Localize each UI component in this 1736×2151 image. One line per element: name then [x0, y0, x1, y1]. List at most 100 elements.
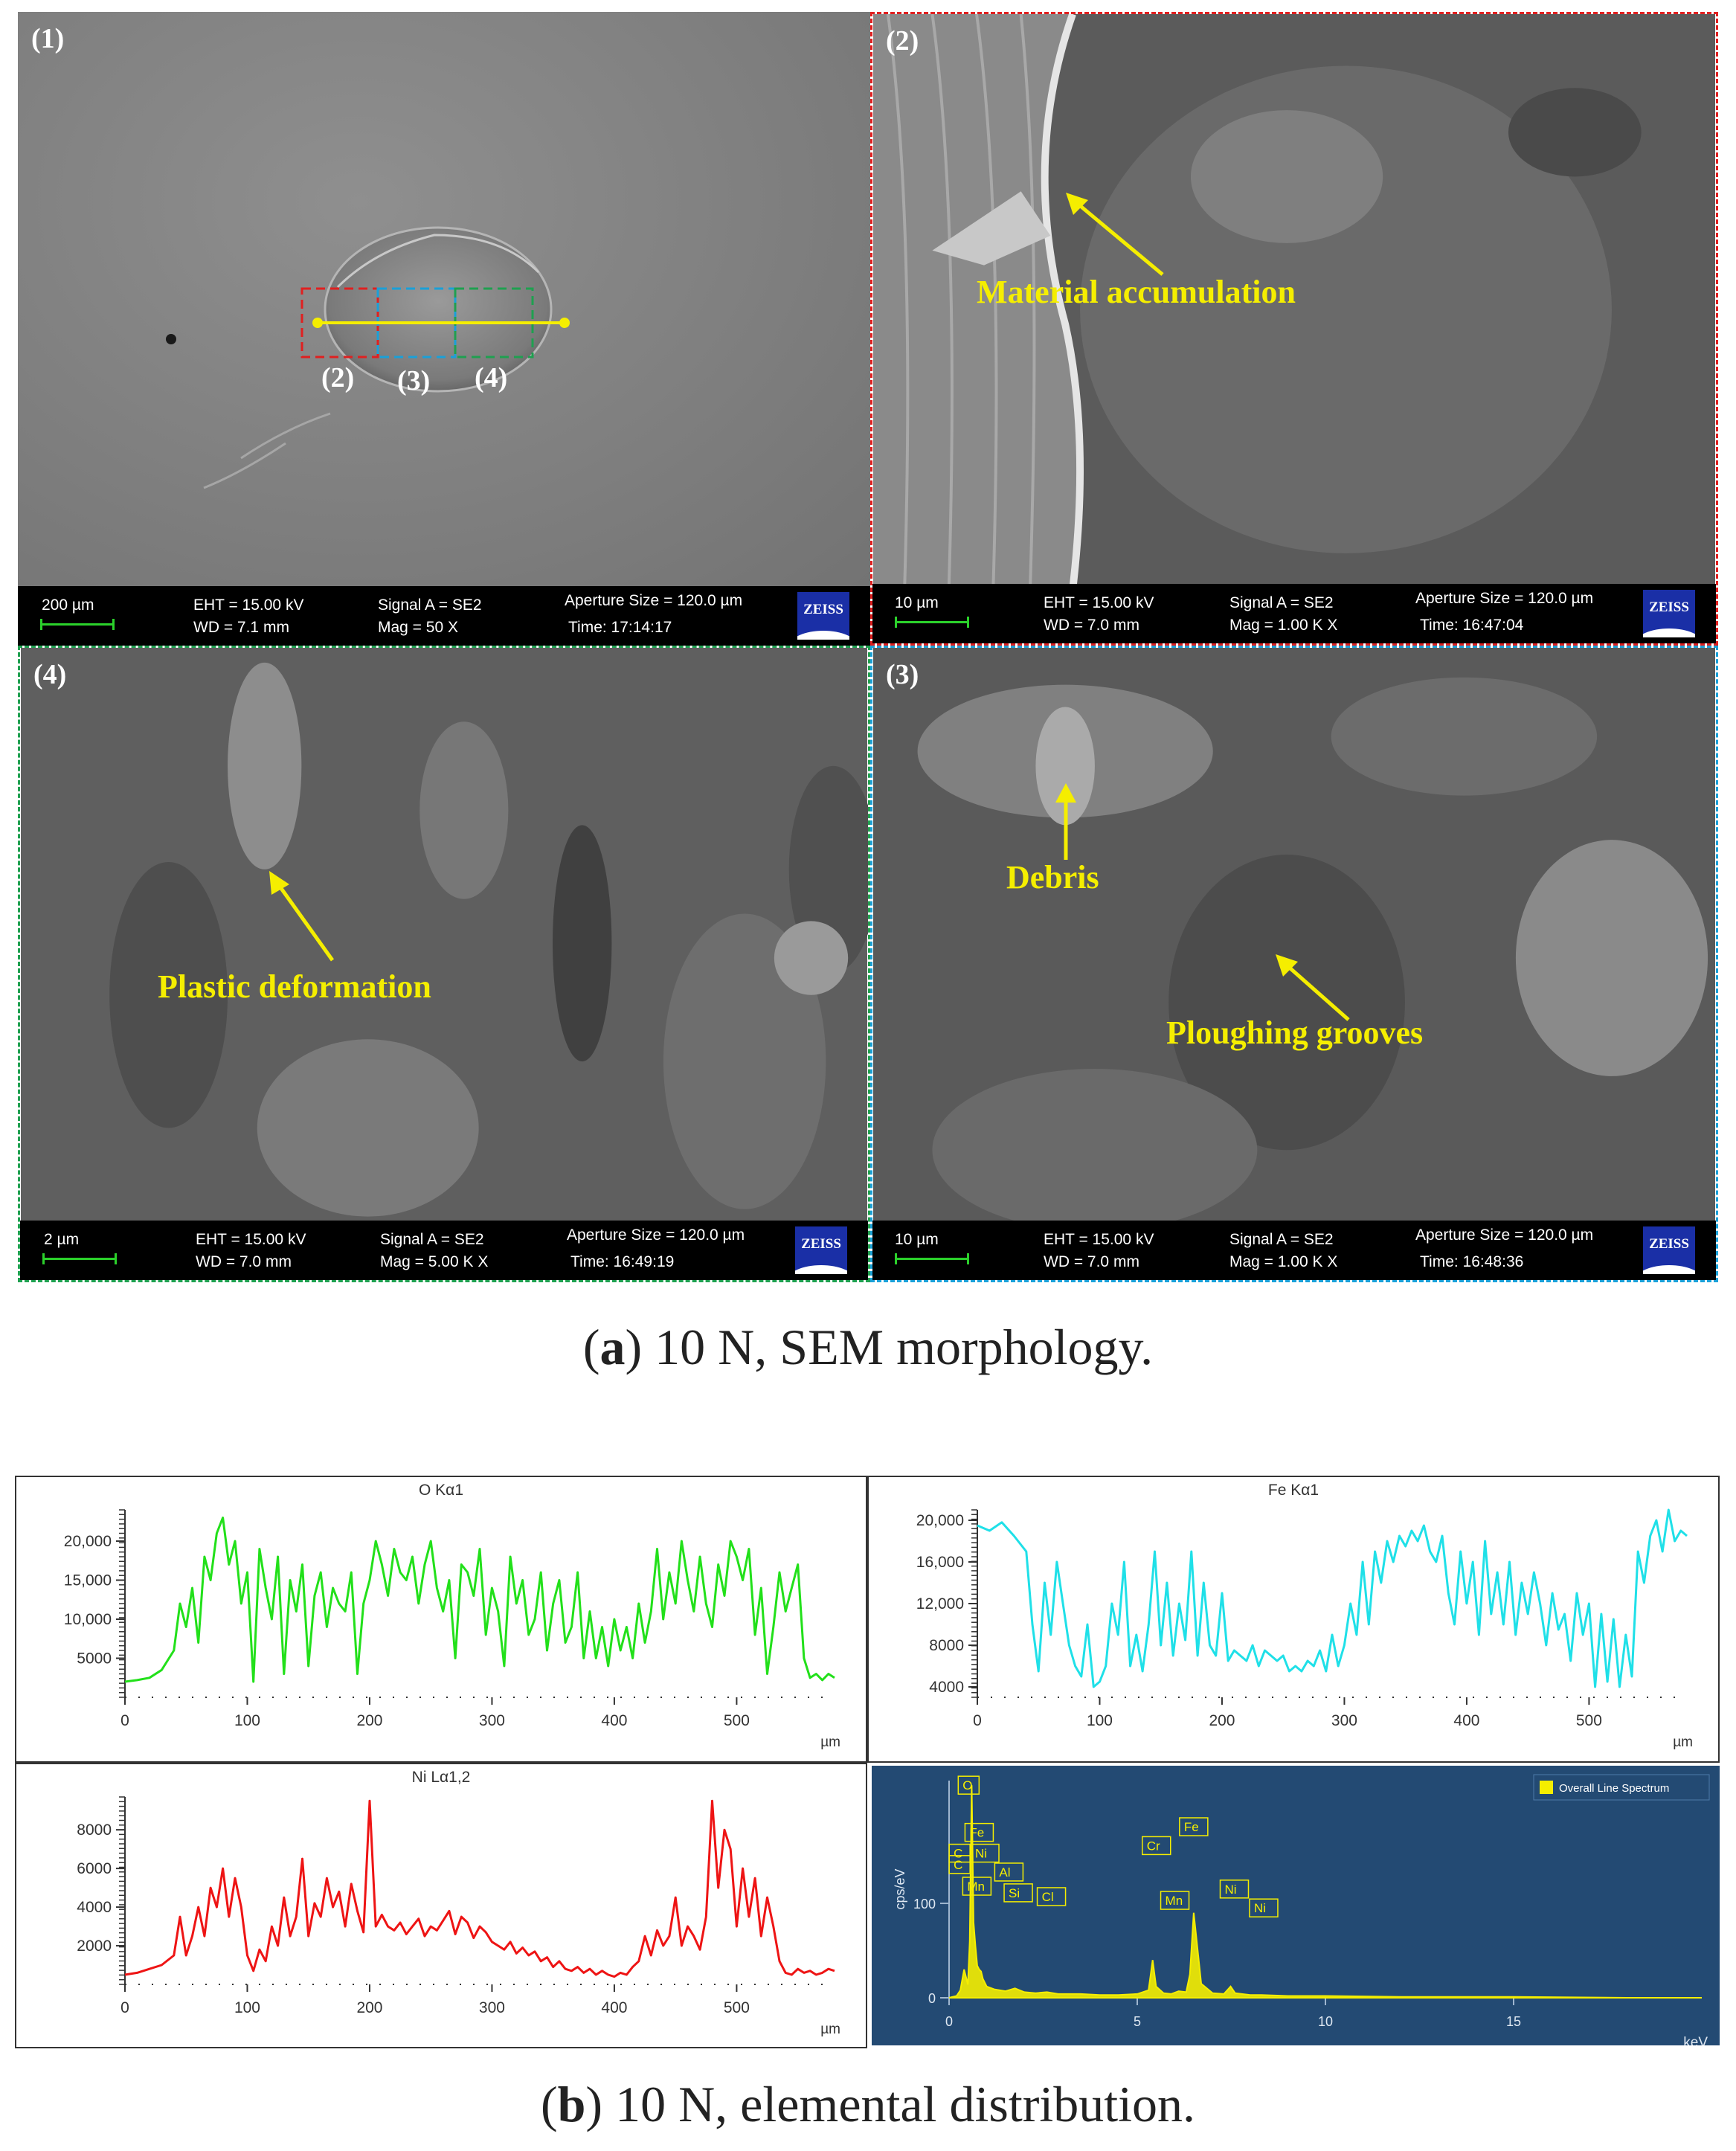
y-tick-label: 16,000 — [916, 1554, 964, 1571]
chart-title: O Kα1 — [419, 1482, 463, 1499]
peak-label: Ni — [975, 1847, 987, 1861]
series-line — [124, 1799, 835, 1978]
aperture-text: Aperture Size = 120.0 µm — [1415, 1226, 1594, 1244]
y-tick-label: 100 — [913, 1897, 936, 1912]
peak-label-box — [1179, 1817, 1209, 1836]
x-tick-label: 200 — [356, 1999, 382, 2016]
chart-plot: 5000 10,000 15,000 20,000 0 100 200 300 400 500 µm — [64, 1509, 840, 1750]
peak-label-box — [994, 1862, 1024, 1882]
panel-label-2: (2) — [886, 25, 919, 57]
sem-panel-1: (1) (2) (3) (4) 200 µm EHT = 15.00 kV WD… — [18, 12, 870, 646]
scale-bar-label: 200 µm — [42, 597, 94, 614]
y-axis-label: cps/eV — [893, 1868, 907, 1909]
zeiss-logo: ZEISS — [1643, 590, 1695, 637]
chart-ni-la12: Ni Lα1,2 2000 4000 6000 8000 0 100 200 300 400 50… — [15, 1763, 867, 2048]
peak-label: Si — [1009, 1886, 1020, 1900]
x-tick-label: 500 — [1576, 1712, 1602, 1729]
peak-label-box — [1036, 1887, 1067, 1906]
x-tick-label: 400 — [601, 1999, 627, 2016]
time-text: Time: 17:14:17 — [568, 619, 672, 636]
annotation-material-accumulation: Material accumulation — [977, 274, 1296, 310]
annotation-debris: Debris — [1006, 859, 1099, 896]
peak-label-box — [1160, 1891, 1190, 1910]
x-tick-label: 100 — [1087, 1712, 1113, 1729]
y-tick-label: 8000 — [929, 1637, 964, 1654]
panel-label-4: (4) — [33, 659, 67, 690]
signal-text: Signal A = SE2 — [380, 1231, 484, 1248]
peak-label-box — [970, 1843, 1000, 1863]
y-tick-label: 10,000 — [64, 1611, 112, 1628]
region-label-4: (4) — [475, 362, 508, 393]
y-tick-label: 6000 — [77, 1860, 112, 1877]
scale-bar-label: 10 µm — [895, 594, 939, 611]
peak-label-box — [1219, 1880, 1250, 1899]
chart-title: Fe Kα1 — [1267, 1482, 1319, 1499]
chart-plot: 4000 8000 12,000 16,000 20,000 0 100 200 300 400 5… — [916, 1508, 1693, 1750]
scale-bar — [40, 619, 115, 630]
y-tick-label: 4000 — [929, 1679, 964, 1696]
sem-image-3 — [872, 648, 1716, 1280]
peak-label: Fe — [1184, 1820, 1199, 1834]
chart-title: Ni Lα1,2 — [411, 1769, 471, 1786]
y-tick-label: 12,000 — [916, 1595, 964, 1613]
peak-label-box — [1141, 1836, 1171, 1856]
chart-plot: 0 100 0 5 10 15 keV cps/eV O Fe C Ni C Mn Al Si Cl Cr Mn Fe… — [893, 1774, 1710, 2045]
scale-bar-label: 2 µm — [44, 1231, 80, 1248]
x-tick-label: 400 — [1453, 1712, 1479, 1729]
eht-text: EHT = 15.00 kV — [196, 1231, 306, 1248]
legend-swatch — [1540, 1781, 1553, 1794]
x-tick-label: 100 — [234, 1999, 260, 2016]
peak-label-box — [948, 1843, 971, 1863]
x-tick-label: 300 — [479, 1999, 505, 2016]
series-line — [124, 1517, 835, 1683]
zeiss-logo: ZEISS — [795, 1226, 847, 1274]
x-tick-label: 300 — [479, 1712, 505, 1729]
annotation-ploughing-grooves: Ploughing grooves — [1166, 1015, 1424, 1051]
signal-text: Signal A = SE2 — [1229, 1231, 1334, 1248]
time-text: Time: 16:49:19 — [570, 1253, 675, 1270]
chart-o-ka1: O Kα1 5000 10,000 15,000 20,000 0 100 200 300 40… — [15, 1476, 867, 1763]
mag-text: Mag = 5.00 K X — [380, 1253, 489, 1270]
x-tick-label: 0 — [973, 1712, 982, 1729]
series-area — [948, 1785, 1702, 1999]
x-axis-label: keV — [1683, 2035, 1708, 2045]
x-tick-label: 15 — [1506, 2014, 1521, 2029]
x-tick-label: 0 — [120, 1999, 129, 2016]
scale-bar — [895, 617, 969, 628]
x-tick-label: 500 — [724, 1712, 750, 1729]
eht-text: EHT = 15.00 kV — [193, 597, 304, 614]
peak-label: Al — [999, 1865, 1010, 1880]
mag-text: Mag = 50 X — [378, 619, 458, 636]
peak-label: Ni — [1224, 1882, 1236, 1897]
zeiss-logo: ZEISS — [797, 592, 849, 640]
x-axis-label: µm — [1673, 1734, 1693, 1750]
x-tick-label: 400 — [601, 1712, 627, 1729]
y-tick-label: 2000 — [77, 1938, 112, 1955]
time-text: Time: 16:47:04 — [1420, 617, 1524, 634]
wd-text: WD = 7.0 mm — [1044, 1253, 1139, 1270]
mag-text: Mag = 1.00 K X — [1229, 1253, 1338, 1270]
peak-label-box — [1003, 1883, 1033, 1903]
sem-info-bar-1: 200 µm EHT = 15.00 kV WD = 7.1 mm Signal… — [18, 586, 870, 646]
eht-text: EHT = 15.00 kV — [1044, 1231, 1154, 1248]
legend-label: Overall Line Spectrum — [1559, 1782, 1669, 1795]
aperture-text: Aperture Size = 120.0 µm — [1415, 590, 1594, 607]
series-line — [977, 1508, 1688, 1688]
peak-label: Ni — [1254, 1901, 1266, 1915]
annotation-arrow-4 — [269, 871, 335, 962]
x-tick-label: 200 — [1209, 1712, 1235, 1729]
x-axis-label: µm — [820, 1734, 840, 1750]
peak-label-box — [964, 1822, 994, 1842]
x-tick-label: 10 — [1318, 2014, 1333, 2029]
x-tick-label: 300 — [1331, 1712, 1357, 1729]
caption-a: (a) 10 N, SEM morphology. — [582, 1319, 1154, 1375]
aperture-text: Aperture Size = 120.0 µm — [565, 592, 743, 609]
panel-label-3: (3) — [886, 659, 919, 690]
sem-info-bar-2: 10 µm EHT = 15.00 kV WD = 7.0 mm Signal … — [872, 584, 1716, 643]
y-tick-label: 0 — [928, 1991, 936, 2006]
zeiss-logo: ZEISS — [1643, 1226, 1695, 1274]
chart-fe-ka1: Fe Kα1 4000 8000 12,000 16,000 20,000 0 100 200… — [867, 1476, 1720, 1763]
peak-label-box — [1249, 1898, 1279, 1917]
peak-label: O — [962, 1778, 972, 1792]
sem-info-bar-4: 2 µm EHT = 15.00 kV WD = 7.0 mm Signal A… — [20, 1221, 868, 1280]
